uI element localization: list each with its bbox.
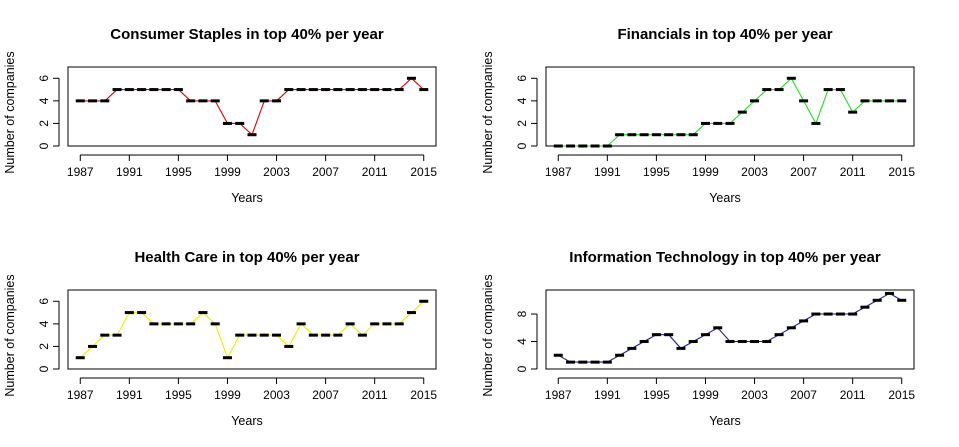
chart-panel-4: Information Technology in top 40% per ye… [481, 249, 915, 428]
y-axis-label: Number of companies [3, 274, 17, 396]
plot-frame [545, 66, 915, 147]
x-tick-label: 1999 [692, 165, 719, 179]
x-tick-label: 2011 [840, 165, 866, 179]
chart-title: Financials in top 40% per year [617, 26, 832, 43]
chart-title: Consumer Staples in top 40% per year [110, 26, 384, 43]
x-axis-label: Years [231, 414, 263, 428]
x-tick-label: 2007 [312, 165, 339, 179]
x-tick-label: 1991 [116, 388, 143, 402]
y-tick-label: 0 [37, 365, 51, 372]
x-tick-label: 1987 [545, 165, 572, 179]
y-tick-label: 2 [37, 343, 51, 350]
series-line [80, 77, 425, 136]
y-tick-label: 2 [515, 120, 529, 127]
x-axis-label: Years [231, 191, 263, 205]
x-tick-label: 2003 [263, 165, 290, 179]
y-tick-label: 4 [515, 338, 529, 345]
x-tick-label: 2003 [741, 388, 768, 402]
x-tick-label: 2015 [410, 388, 437, 402]
x-tick-label: 1999 [692, 388, 719, 402]
x-tick-label: 1999 [214, 165, 241, 179]
x-tick-label: 1991 [594, 388, 621, 402]
y-axis-label: Number of companies [481, 274, 495, 396]
y-tick-label: 8 [515, 310, 529, 317]
y-tick-label: 4 [37, 320, 51, 327]
chart-panel-1: Consumer Staples in top 40% per year 1987… [3, 26, 437, 205]
y-axis-label: Number of companies [481, 51, 495, 173]
series-line [79, 300, 425, 360]
x-tick-label: 1995 [643, 388, 670, 402]
x-tick-label: 2011 [840, 388, 866, 402]
plot-frame [545, 289, 915, 370]
x-tick-label: 2007 [790, 388, 817, 402]
y-tick-label: 6 [37, 75, 51, 82]
plot-frame [67, 289, 437, 370]
x-tick-label: 1995 [165, 165, 192, 179]
x-tick-label: 1995 [165, 388, 192, 402]
y-tick-label: 0 [515, 365, 529, 372]
chart-title: Health Care in top 40% per year [134, 249, 359, 266]
y-tick-label: 6 [37, 298, 51, 305]
x-tick-label: 2015 [888, 388, 915, 402]
x-tick-label: 2007 [790, 165, 817, 179]
y-tick-label: 2 [37, 120, 51, 127]
chart-panel-2: Financials in top 40% per year 1987 1991 19… [481, 26, 915, 205]
y-tick-label: 4 [515, 97, 529, 104]
y-tick-label: 0 [37, 142, 51, 149]
x-tick-label: 2015 [410, 165, 437, 179]
chart-panel-3: Health Care in top 40% per year 1987 1991 1… [3, 249, 437, 428]
x-tick-label: 2003 [263, 388, 290, 402]
x-tick-label: 2011 [362, 388, 388, 402]
x-tick-label: 2015 [888, 165, 915, 179]
x-axis-label: Years [709, 414, 741, 428]
series-line [558, 292, 902, 363]
x-axis-label: Years [709, 191, 741, 205]
x-tick-label: 2007 [312, 388, 339, 402]
y-tick-label: 6 [515, 75, 529, 82]
x-tick-label: 1999 [214, 388, 241, 402]
y-tick-label: 0 [515, 142, 529, 149]
y-axis-label: Number of companies [3, 51, 17, 173]
x-tick-label: 2003 [741, 165, 768, 179]
x-tick-label: 1987 [67, 388, 94, 402]
x-tick-label: 2011 [362, 165, 388, 179]
y-tick-label: 4 [37, 97, 51, 104]
plot-frame [67, 66, 437, 147]
x-tick-label: 1991 [116, 165, 143, 179]
x-tick-label: 1995 [643, 165, 670, 179]
x-tick-label: 1987 [545, 388, 572, 402]
x-tick-label: 1991 [594, 165, 621, 179]
chart-title: Information Technology in top 40% per ye… [569, 249, 881, 266]
x-tick-label: 1987 [67, 165, 94, 179]
